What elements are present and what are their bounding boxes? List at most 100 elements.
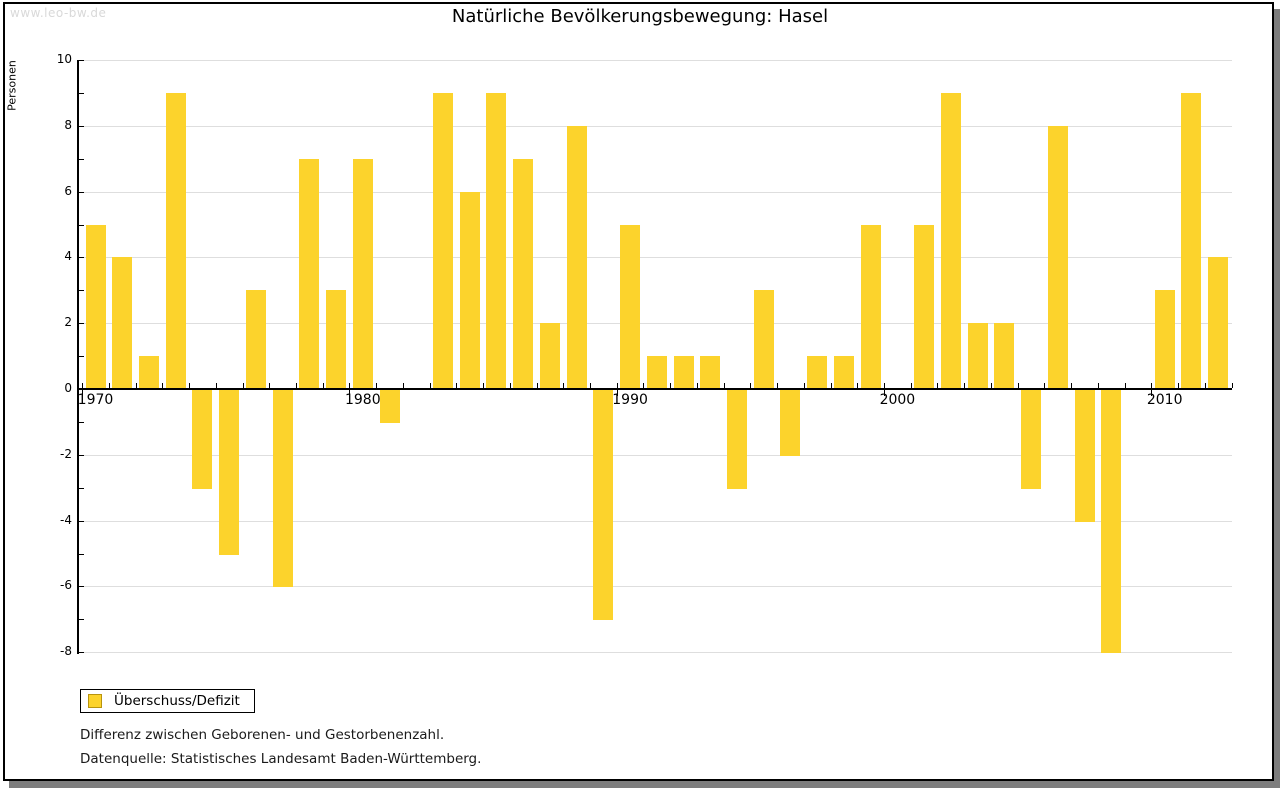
bar-1981 [379, 390, 400, 423]
bar-1985 [486, 92, 507, 389]
x-tick [295, 383, 297, 388]
bar-1986 [513, 158, 534, 389]
bar-1972 [138, 356, 159, 389]
x-tick [1097, 383, 1099, 388]
gridline [77, 192, 1232, 193]
x-tick-decade [82, 389, 84, 396]
y-tick [79, 586, 84, 587]
y-tick [79, 652, 84, 653]
bar-2003 [967, 323, 988, 389]
bar-1990 [620, 224, 641, 389]
bar-1996 [780, 390, 801, 456]
x-tick [376, 383, 378, 388]
bar-1995 [753, 290, 774, 389]
x-tick [189, 383, 191, 388]
x-tick [429, 383, 431, 388]
bar-1993 [700, 356, 721, 389]
bar-1991 [646, 356, 667, 389]
gridline [77, 126, 1232, 127]
y-axis-tick-label: 10 [56, 52, 72, 66]
bar-1983 [432, 92, 453, 389]
x-axis-line [77, 388, 1232, 390]
x-axis-tick-label: 1970 [77, 392, 114, 408]
bar-1999 [860, 224, 881, 389]
gridline [77, 521, 1232, 522]
bar-1988 [566, 125, 587, 389]
x-tick [483, 383, 485, 388]
bar-1984 [459, 191, 480, 389]
x-axis-tick-label: 2000 [879, 392, 916, 408]
x-tick [750, 383, 752, 388]
y-axis-tick-label: 4 [64, 249, 72, 263]
gridline [77, 257, 1232, 258]
y-tick [79, 290, 84, 291]
x-tick [1124, 383, 1126, 388]
x-tick [964, 383, 966, 388]
x-axis-tick-label: 2010 [1146, 392, 1183, 408]
x-tick [1178, 383, 1180, 388]
bar-2011 [1181, 92, 1202, 389]
x-tick [723, 383, 725, 388]
x-tick [1071, 383, 1073, 388]
y-axis-tick-label: -4 [60, 513, 72, 527]
bar-1973 [165, 92, 186, 389]
y-tick [79, 554, 84, 555]
x-tick [910, 383, 912, 388]
x-tick [108, 383, 110, 388]
bar-1980 [352, 158, 373, 389]
legend-label: Überschuss/Defizit [114, 693, 240, 709]
bar-1998 [833, 356, 854, 389]
bar-1994 [727, 390, 748, 489]
x-axis-tick-label: 1980 [344, 392, 381, 408]
x-tick [162, 383, 164, 388]
bar-2008 [1101, 390, 1122, 654]
y-tick [79, 455, 84, 456]
x-tick [830, 383, 832, 388]
bar-2007 [1074, 390, 1095, 522]
y-axis-tick-label: 8 [64, 118, 72, 132]
x-tick [536, 383, 538, 388]
x-tick-decade [1151, 389, 1153, 396]
bar-1974 [192, 390, 213, 489]
bar-1976 [245, 290, 266, 389]
gridline [77, 455, 1232, 456]
x-tick [456, 383, 458, 388]
chart-title: Natürliche Bevölkerungsbewegung: Hasel [451, 6, 829, 27]
bar-1987 [539, 323, 560, 389]
y-axis-tick-label: -8 [60, 644, 72, 658]
x-tick [616, 383, 618, 388]
x-tick [643, 383, 645, 388]
footnote-definition: Differenz zwischen Geborenen- und Gestor… [80, 727, 445, 743]
x-tick [884, 383, 886, 388]
y-tick [79, 422, 84, 423]
bar-1971 [112, 257, 133, 389]
y-axis-line [77, 60, 79, 655]
bar-2012 [1208, 257, 1229, 389]
x-tick [322, 383, 324, 388]
y-tick [79, 93, 84, 94]
x-tick [215, 383, 217, 388]
bar-2002 [940, 92, 961, 389]
bar-2001 [914, 224, 935, 389]
bar-2005 [1021, 390, 1042, 489]
bar-1975 [219, 390, 240, 555]
bar-2004 [994, 323, 1015, 389]
x-tick-decade [349, 389, 351, 396]
bar-2010 [1154, 290, 1175, 389]
x-tick [563, 383, 565, 388]
x-tick [777, 383, 779, 388]
gridline [77, 652, 1232, 653]
x-tick [803, 383, 805, 388]
y-axis-tick-label: 0 [64, 381, 72, 395]
x-tick [1151, 383, 1153, 388]
x-tick [1231, 383, 1233, 388]
y-tick [79, 159, 84, 160]
y-tick [79, 488, 84, 489]
y-tick [79, 257, 84, 258]
y-axis-tick-label: -6 [60, 578, 72, 592]
bar-1970 [85, 224, 106, 389]
y-axis-tick-label: 2 [64, 315, 72, 329]
x-tick [937, 383, 939, 388]
